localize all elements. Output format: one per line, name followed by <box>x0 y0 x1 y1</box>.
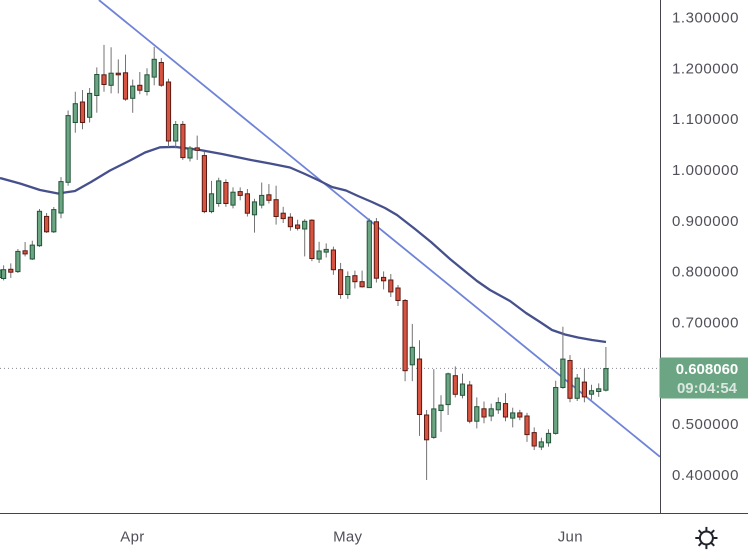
svg-text:May: May <box>333 529 362 546</box>
svg-text:1.200000: 1.200000 <box>672 60 739 77</box>
svg-text:0.500000: 0.500000 <box>672 416 739 433</box>
svg-text:0.700000: 0.700000 <box>672 315 739 332</box>
svg-text:09:04:54: 09:04:54 <box>677 380 738 397</box>
svg-text:1.300000: 1.300000 <box>672 10 739 27</box>
svg-text:0.400000: 0.400000 <box>672 467 739 484</box>
svg-text:1.100000: 1.100000 <box>672 111 739 128</box>
svg-text:Jun: Jun <box>558 529 583 546</box>
svg-text:Apr: Apr <box>120 529 144 546</box>
svg-text:0.608060: 0.608060 <box>676 361 739 378</box>
svg-text:0.800000: 0.800000 <box>672 264 739 281</box>
svg-text:1.000000: 1.000000 <box>672 162 739 179</box>
svg-text:0.900000: 0.900000 <box>672 213 739 230</box>
